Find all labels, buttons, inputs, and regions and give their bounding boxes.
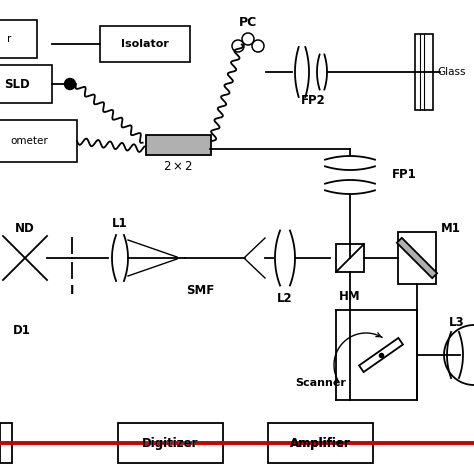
- Text: Glass: Glass: [437, 67, 465, 77]
- Bar: [336, 244, 364, 272]
- Polygon shape: [397, 238, 437, 278]
- Circle shape: [64, 79, 75, 90]
- Bar: [119, 424, 222, 462]
- Text: L2: L2: [277, 292, 293, 304]
- Text: Amplifier: Amplifier: [290, 437, 351, 449]
- Polygon shape: [359, 338, 403, 372]
- Bar: [0, 20, 37, 58]
- Text: D1: D1: [13, 323, 31, 337]
- Text: Isolator: Isolator: [121, 39, 169, 49]
- Text: FP1: FP1: [392, 168, 417, 182]
- Bar: [0, 120, 77, 162]
- Text: Digitizer: Digitizer: [142, 437, 199, 449]
- Text: SLD: SLD: [4, 78, 30, 91]
- Text: Scanner: Scanner: [296, 378, 346, 388]
- Text: L3: L3: [449, 316, 465, 328]
- Text: L1: L1: [112, 217, 128, 229]
- Text: Amplifier: Amplifier: [290, 437, 350, 449]
- Text: PC: PC: [239, 16, 257, 28]
- Bar: [146, 135, 211, 155]
- Bar: [118, 423, 223, 463]
- Bar: [268, 423, 373, 463]
- Text: r: r: [7, 34, 12, 44]
- Text: M1: M1: [441, 221, 461, 235]
- Bar: [269, 424, 372, 462]
- Text: Digitizer: Digitizer: [142, 437, 199, 449]
- Text: SMF: SMF: [186, 283, 214, 297]
- Text: ND: ND: [15, 221, 35, 235]
- Bar: [398, 232, 436, 284]
- Text: Digitizer: Digitizer: [142, 437, 198, 449]
- Bar: [415, 34, 433, 110]
- Text: $2\times2$: $2\times2$: [163, 161, 193, 173]
- Text: HM: HM: [339, 290, 361, 302]
- Bar: [0, 65, 52, 103]
- Text: FP2: FP2: [301, 93, 325, 107]
- Text: I: I: [70, 284, 74, 298]
- Bar: [100, 26, 190, 62]
- Text: ometer: ometer: [10, 136, 48, 146]
- Bar: [0, 423, 12, 463]
